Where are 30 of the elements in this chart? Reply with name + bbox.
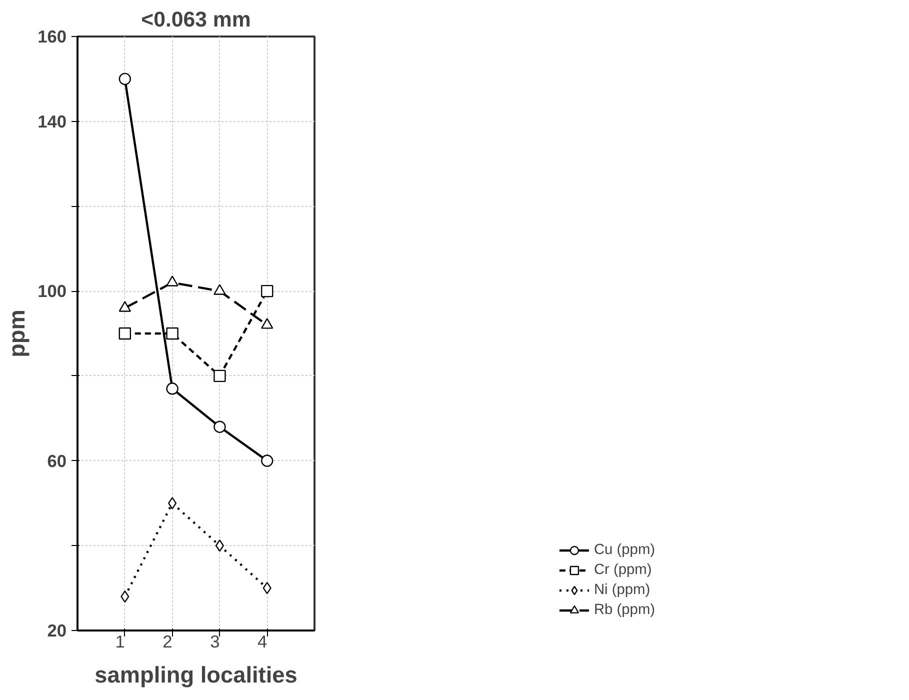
point: [261, 284, 274, 298]
y-axis-title: ppm: [4, 310, 30, 358]
point: [166, 382, 178, 395]
y-tick-label: 140: [38, 111, 67, 132]
legend-label: Cr (ppm): [594, 562, 652, 578]
x-tick-label: 3: [210, 632, 220, 652]
y-tick-label: 100: [38, 281, 67, 302]
x-axis-title: sampling localities: [94, 662, 298, 688]
point: [215, 540, 224, 552]
point: [118, 72, 131, 86]
x-tick-label: 2: [162, 632, 172, 652]
y-tick-label: 20: [47, 620, 67, 640]
legend-label: Rb (ppm): [594, 602, 656, 618]
y-tick-label: 160: [38, 26, 67, 46]
point: [261, 318, 274, 329]
point: [166, 276, 178, 286]
point: [118, 327, 131, 340]
chart-title: <0.063 mm: [141, 8, 251, 32]
x-tick-label: 4: [257, 632, 268, 652]
legend-label: Ni (ppm): [594, 582, 650, 598]
point: [214, 370, 226, 382]
point: [118, 301, 131, 312]
legend-label: Cu (ppm): [594, 542, 656, 558]
x-tick-label: 1: [115, 632, 125, 652]
point: [168, 497, 177, 510]
point: [166, 327, 178, 340]
point: [261, 454, 274, 467]
y-tick-label: 60: [47, 450, 67, 471]
point: [214, 420, 226, 433]
point: [214, 284, 226, 295]
